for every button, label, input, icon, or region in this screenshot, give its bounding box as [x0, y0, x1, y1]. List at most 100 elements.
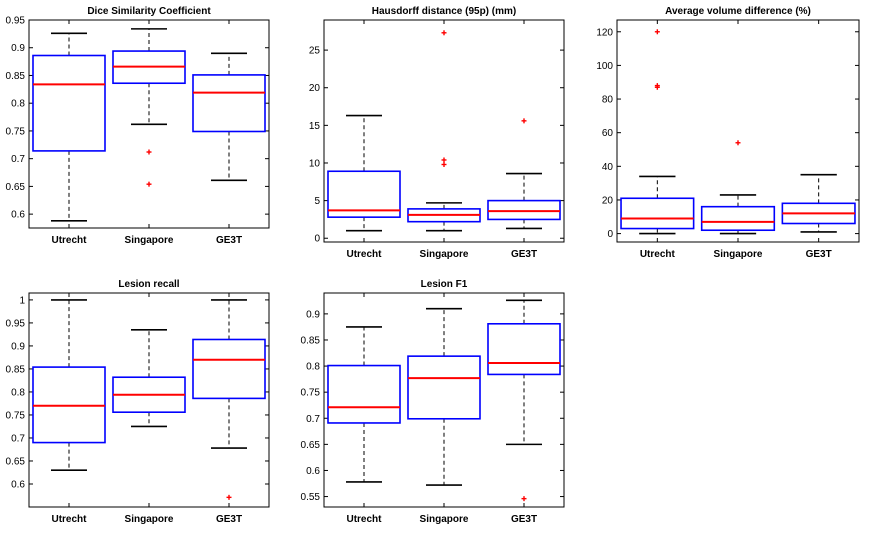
boxplot-ge3t	[487, 118, 561, 230]
y-tick-label: 0.95	[6, 16, 26, 27]
panel-lesion-recall: Lesion recall 0.6 0.65 0.7 0.75 0.8 0.85 0.9 0.9…	[6, 279, 270, 525]
y-tick-label: 0.6	[11, 479, 25, 490]
y-tick-label: 15	[309, 121, 321, 132]
y-tick-label: 100	[596, 61, 613, 72]
panel-lesion-f1: Lesion F1 0.55 0.6 0.65 0.7 0.75 0.8 0.85 0.9 Utr…	[301, 279, 565, 525]
y-tick-label: 0.95	[6, 318, 26, 329]
x-category-label: GE3T	[806, 249, 832, 260]
iqr-box	[327, 170, 401, 218]
y-tick-label: 0.55	[301, 492, 321, 503]
y-tick-label: 0.75	[6, 126, 26, 137]
y-tick-label: 0.6	[11, 210, 25, 221]
x-category-label: Utrecht	[51, 514, 87, 525]
outlier-marker	[441, 161, 447, 167]
y-tick-label: 0.85	[301, 335, 321, 346]
y-tick-label: 0.8	[11, 387, 25, 398]
boxplot-utrecht	[32, 32, 106, 222]
outlier-marker	[441, 30, 447, 36]
boxplot-singapore	[112, 28, 186, 187]
boxplot-utrecht	[620, 29, 695, 235]
y-tick-label: 0.65	[6, 456, 26, 467]
iqr-box	[700, 205, 776, 232]
iqr-box	[407, 355, 481, 420]
outlier-marker	[735, 140, 741, 146]
iqr-box	[487, 199, 561, 221]
x-category-label: Utrecht	[346, 249, 382, 260]
iqr-box	[192, 74, 266, 133]
boxplot-singapore	[112, 329, 186, 428]
x-category-label: GE3T	[511, 249, 537, 260]
boxplot-ge3t	[781, 173, 856, 233]
panel-average-volume-difference: Average volume difference (%) 0 20 40 60 80 10…	[596, 6, 860, 260]
iqr-box	[487, 322, 561, 376]
y-tick-label: 0	[607, 229, 613, 240]
y-tick-label: 0.85	[6, 364, 26, 375]
boxplot-ge3t	[192, 52, 266, 182]
chart-title: Lesion F1	[421, 279, 468, 290]
iqr-box	[620, 197, 695, 230]
x-category-label: Singapore	[125, 235, 174, 246]
x-category-label: Utrecht	[51, 235, 87, 246]
x-category-label: GE3T	[511, 514, 537, 525]
y-tick-label: 0.9	[11, 43, 25, 54]
chart-title: Average volume difference (%)	[665, 6, 811, 17]
panel-hausdorff-distance-95p-mm: Hausdorff distance (95p) (mm) 0 5 10 15 20 25 U…	[309, 6, 565, 260]
y-tick-label: 0.85	[6, 71, 26, 82]
x-category-label: GE3T	[216, 514, 242, 525]
outlier-marker	[521, 496, 527, 502]
x-category-label: Singapore	[125, 514, 174, 525]
x-category-label: Utrecht	[346, 514, 382, 525]
boxplot-ge3t	[192, 299, 266, 500]
iqr-box	[32, 54, 106, 152]
y-tick-label: 20	[602, 195, 614, 206]
y-tick-label: 40	[602, 162, 614, 173]
y-tick-label: 10	[309, 158, 321, 169]
outlier-marker	[654, 84, 660, 90]
chart-title: Dice Similarity Coefficient	[87, 6, 211, 17]
outlier-marker	[441, 157, 447, 163]
boxplot-ge3t	[487, 299, 561, 502]
boxplot-singapore	[407, 307, 481, 486]
axes-frame	[616, 19, 860, 243]
y-tick-label: 0.75	[6, 410, 26, 421]
y-tick-label: 0.7	[11, 433, 25, 444]
boxplot-singapore	[700, 140, 776, 235]
iqr-box	[192, 338, 266, 400]
chart-title: Hausdorff distance (95p) (mm)	[372, 6, 516, 17]
y-tick-label: 0.9	[306, 309, 320, 320]
outlier-marker	[226, 494, 232, 500]
y-tick-label: 0.75	[301, 388, 321, 399]
x-category-label: Utrecht	[640, 249, 676, 260]
x-category-label: Singapore	[714, 249, 763, 260]
iqr-box	[327, 364, 401, 424]
y-tick-label: 120	[596, 27, 613, 38]
y-tick-label: 20	[309, 83, 321, 94]
y-tick-label: 1	[19, 295, 25, 306]
y-tick-label: 0	[314, 234, 320, 245]
outlier-marker	[654, 29, 660, 35]
y-tick-label: 0.65	[301, 440, 321, 451]
y-tick-label: 0.6	[306, 466, 320, 477]
y-tick-label: 0.8	[11, 99, 25, 110]
outlier-marker	[521, 118, 527, 124]
boxplot-utrecht	[327, 326, 401, 483]
y-tick-label: 60	[602, 128, 614, 139]
x-category-label: Singapore	[420, 249, 469, 260]
y-tick-label: 0.8	[306, 362, 320, 373]
y-tick-label: 0.7	[11, 154, 25, 165]
outlier-marker	[146, 181, 152, 187]
x-category-label: Singapore	[420, 514, 469, 525]
y-tick-label: 25	[309, 46, 321, 57]
y-tick-label: 0.65	[6, 182, 26, 193]
y-tick-label: 0.9	[11, 341, 25, 352]
axes-frame	[28, 292, 270, 508]
boxplot-singapore	[407, 30, 481, 232]
y-tick-label: 80	[602, 95, 614, 106]
boxplot-utrecht	[32, 299, 106, 471]
outlier-marker	[146, 149, 152, 155]
y-tick-label: 5	[314, 196, 320, 207]
boxplot-utrecht	[327, 114, 401, 232]
y-tick-label: 0.7	[306, 414, 320, 425]
x-category-label: GE3T	[216, 235, 242, 246]
